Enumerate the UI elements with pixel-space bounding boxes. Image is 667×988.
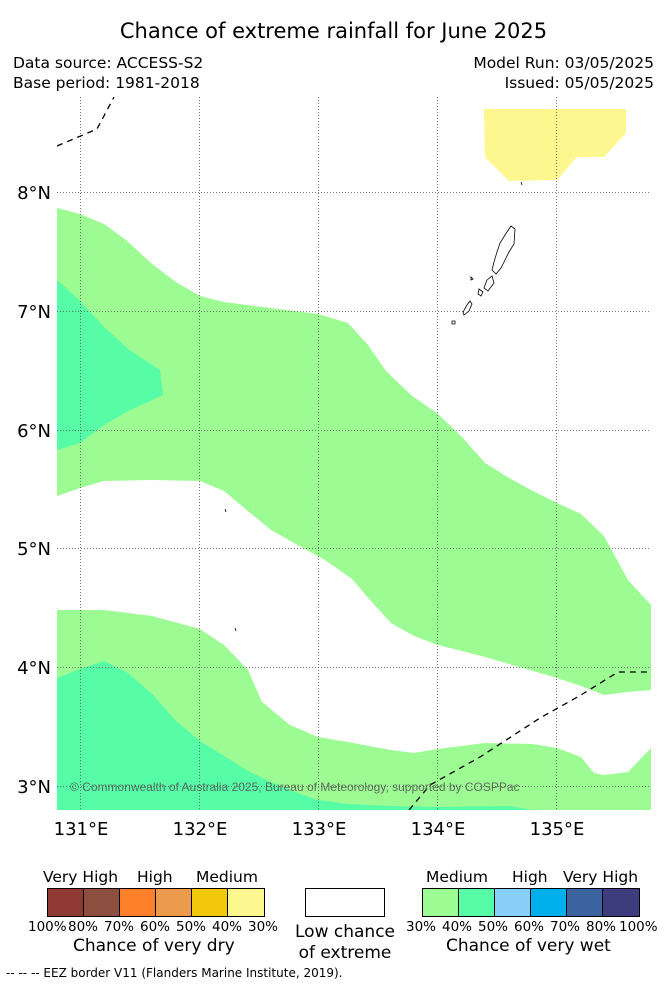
eez-footnote: -- -- -- EEZ border V11 (Flanders Marine… — [6, 966, 343, 980]
dry-legend-very-high: Very High — [43, 868, 119, 886]
dry-swatch-4 — [156, 889, 192, 916]
model-run-label: Model Run: 03/05/2025 — [473, 54, 654, 72]
wet-tick-70: 70% — [550, 919, 581, 935]
wet-swatch-4 — [531, 889, 567, 916]
wet-legend-caption: Chance of very wet — [446, 936, 611, 956]
dry-legend-high: High — [137, 868, 173, 886]
lon-label-134e: 134°E — [411, 819, 466, 840]
copyright-text: © Commonwealth of Australia 2025, Bureau… — [70, 780, 520, 794]
data-source-label: Data source: ACCESS-S2 — [13, 54, 204, 72]
graticule — [57, 97, 651, 810]
issued-label: Issued: 05/05/2025 — [504, 74, 654, 92]
dry-tick-40: 40% — [212, 919, 243, 935]
lat-label-8n: 8°N — [17, 183, 51, 204]
dry-legend-caption: Chance of very dry — [73, 936, 235, 956]
lon-label-132e: 132°E — [173, 819, 228, 840]
dry-swatch-3 — [120, 889, 156, 916]
wet-40-50-region-west — [57, 280, 163, 450]
lon-label-131e: 131°E — [54, 819, 109, 840]
dry-legend-medium: Medium — [196, 868, 258, 886]
wet-legend-high: High — [512, 868, 548, 886]
wet-tick-30: 30% — [406, 919, 437, 935]
dry-30-40-region — [484, 109, 626, 181]
lat-label-7n: 7°N — [17, 302, 51, 323]
dry-swatch-5 — [192, 889, 228, 916]
wet-swatch-5 — [567, 889, 603, 916]
dry-swatch-6 — [228, 889, 264, 916]
dry-swatch-1 — [48, 889, 84, 916]
dry-tick-100: 100% — [28, 919, 67, 935]
dry-tick-50: 50% — [176, 919, 207, 935]
lat-label-4n: 4°N — [17, 658, 51, 679]
dry-swatch-2 — [84, 889, 120, 916]
wet-colorbar — [422, 888, 640, 917]
wet-tick-80: 80% — [586, 919, 617, 935]
wet-tick-100: 100% — [619, 919, 658, 935]
latitude-labels: 8°N 7°N 6°N 5°N 4°N 3°N — [17, 183, 51, 798]
neutral-caption-line2: of extreme — [298, 943, 392, 963]
wet-swatch-6 — [603, 889, 639, 916]
lat-label-3n: 3°N — [17, 777, 51, 798]
neutral-caption-line1: Low chance — [295, 922, 395, 942]
wet-swatch-2 — [459, 889, 495, 916]
wet-legend-medium: Medium — [426, 868, 488, 886]
wet-tick-50: 50% — [478, 919, 509, 935]
lat-label-5n: 5°N — [17, 539, 51, 560]
lon-label-133e: 133°E — [292, 819, 347, 840]
wet-swatch-1 — [423, 889, 459, 916]
wet-40-50-region-south — [57, 661, 533, 810]
neutral-swatch — [305, 888, 385, 917]
map-title: Chance of extreme rainfall for June 2025 — [119, 19, 548, 43]
neutral-swatch-box — [306, 889, 384, 916]
dry-tick-80: 80% — [68, 919, 99, 935]
wet-30-40-region-north — [57, 208, 651, 695]
dry-colorbar — [47, 888, 265, 917]
lon-label-135e: 135°E — [530, 819, 585, 840]
wet-legend-very-high: Very High — [563, 868, 639, 886]
dry-tick-70: 70% — [104, 919, 135, 935]
dry-tick-30: 30% — [248, 919, 279, 935]
wet-swatch-3 — [495, 889, 531, 916]
dry-tick-60: 60% — [140, 919, 171, 935]
base-period-label: Base period: 1981-2018 — [13, 74, 200, 92]
wet-tick-40: 40% — [442, 919, 473, 935]
longitude-labels: 131°E 132°E 133°E 134°E 135°E — [54, 819, 585, 840]
wet-tick-60: 60% — [514, 919, 545, 935]
eez-border — [57, 97, 651, 810]
palau-islands — [224, 181, 523, 632]
map-area: © Commonwealth of Australia 2025, Bureau… — [57, 97, 651, 810]
lat-label-6n: 6°N — [17, 421, 51, 442]
